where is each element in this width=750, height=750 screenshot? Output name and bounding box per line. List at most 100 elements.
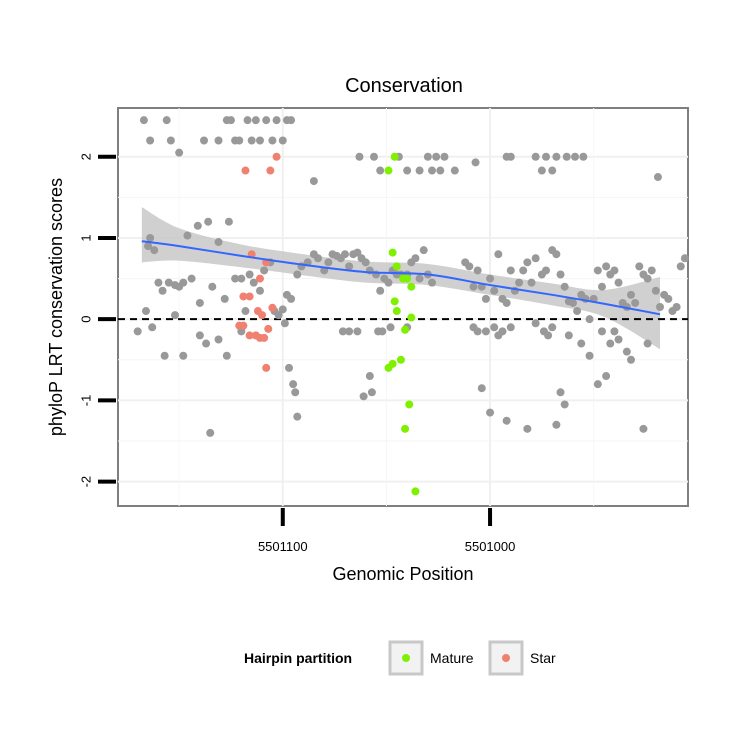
point-other bbox=[285, 363, 293, 372]
point-star bbox=[266, 166, 275, 175]
point-other bbox=[200, 136, 209, 145]
point-mature bbox=[403, 274, 412, 283]
point-other bbox=[597, 282, 606, 291]
point-other bbox=[369, 152, 378, 161]
point-other bbox=[419, 246, 428, 255]
point-other bbox=[680, 254, 689, 263]
point-other bbox=[139, 116, 148, 125]
point-other bbox=[272, 116, 281, 125]
point-other bbox=[519, 266, 528, 275]
point-mature bbox=[401, 424, 410, 433]
point-other bbox=[562, 152, 571, 161]
point-other bbox=[340, 250, 349, 259]
point-other bbox=[314, 254, 323, 263]
point-other bbox=[171, 311, 179, 320]
point-other bbox=[293, 412, 302, 421]
point-other bbox=[384, 278, 393, 287]
point-other bbox=[643, 274, 652, 283]
point-other bbox=[154, 278, 163, 287]
point-other bbox=[164, 278, 173, 287]
point-other bbox=[450, 166, 459, 175]
point-other bbox=[527, 278, 536, 287]
point-mature bbox=[384, 166, 393, 175]
point-mature bbox=[411, 487, 420, 496]
point-other bbox=[359, 392, 368, 401]
point-other bbox=[376, 286, 385, 295]
point-other bbox=[473, 266, 482, 275]
point-other bbox=[486, 274, 495, 283]
y-axis: -2 -1 0 1 2 bbox=[79, 153, 116, 487]
point-other bbox=[146, 233, 155, 242]
point-other bbox=[146, 136, 155, 145]
point-other bbox=[531, 254, 540, 263]
legend-swatch-mature bbox=[402, 654, 410, 662]
point-other bbox=[214, 238, 223, 247]
point-other bbox=[287, 294, 296, 303]
point-other bbox=[486, 408, 495, 417]
point-other bbox=[160, 351, 169, 360]
point-other bbox=[204, 217, 213, 226]
point-other bbox=[602, 372, 611, 381]
point-other bbox=[515, 278, 524, 287]
point-other bbox=[162, 116, 171, 125]
point-mature bbox=[392, 307, 401, 316]
point-other bbox=[432, 152, 441, 161]
point-other bbox=[571, 152, 580, 161]
point-other bbox=[631, 298, 640, 307]
point-other bbox=[403, 166, 412, 175]
point-other bbox=[494, 250, 503, 259]
point-other bbox=[560, 282, 569, 291]
point-other bbox=[585, 315, 594, 324]
legend-label-star: Star bbox=[530, 650, 556, 666]
point-other bbox=[249, 278, 258, 287]
point-star bbox=[260, 333, 269, 342]
point-other bbox=[158, 286, 167, 295]
y-tick-label: 1 bbox=[79, 234, 94, 241]
legend-title: Hairpin partition bbox=[244, 650, 352, 666]
point-other bbox=[537, 166, 546, 175]
point-other bbox=[643, 339, 652, 348]
point-other bbox=[542, 152, 551, 161]
point-other bbox=[436, 166, 445, 175]
point-mature bbox=[390, 297, 399, 306]
y-tick-label: 0 bbox=[79, 316, 94, 323]
point-other bbox=[268, 136, 277, 145]
point-other bbox=[260, 266, 269, 275]
point-other bbox=[206, 428, 215, 437]
x-axis-label: Genomic Position bbox=[332, 564, 473, 584]
point-other bbox=[166, 136, 175, 145]
point-other bbox=[262, 116, 271, 125]
point-other bbox=[523, 258, 532, 267]
point-other bbox=[579, 152, 588, 161]
point-other bbox=[614, 335, 623, 344]
point-mature bbox=[396, 355, 405, 364]
point-other bbox=[506, 152, 515, 161]
point-other bbox=[353, 248, 362, 257]
point-other bbox=[627, 290, 635, 299]
point-other bbox=[664, 294, 673, 303]
point-other bbox=[345, 262, 354, 271]
point-other bbox=[202, 339, 211, 348]
point-other bbox=[338, 327, 347, 336]
point-other bbox=[309, 177, 318, 186]
point-other bbox=[602, 262, 611, 271]
point-other bbox=[585, 351, 594, 360]
point-other bbox=[193, 221, 202, 230]
point-other bbox=[231, 274, 240, 283]
point-other bbox=[597, 327, 606, 336]
point-other bbox=[214, 136, 223, 145]
legend: Hairpin partition Mature Star bbox=[244, 640, 556, 676]
point-other bbox=[415, 166, 424, 175]
point-other bbox=[560, 400, 569, 409]
point-other bbox=[428, 166, 437, 175]
point-other bbox=[465, 262, 474, 271]
point-other bbox=[573, 307, 582, 316]
point-other bbox=[473, 327, 482, 336]
point-star bbox=[264, 324, 273, 333]
point-other bbox=[220, 294, 229, 303]
plot-panel bbox=[117, 107, 689, 507]
legend-label-mature: Mature bbox=[430, 650, 474, 666]
point-other bbox=[251, 116, 260, 125]
x-tick-label: 5501100 bbox=[258, 539, 308, 554]
point-other bbox=[506, 323, 515, 332]
